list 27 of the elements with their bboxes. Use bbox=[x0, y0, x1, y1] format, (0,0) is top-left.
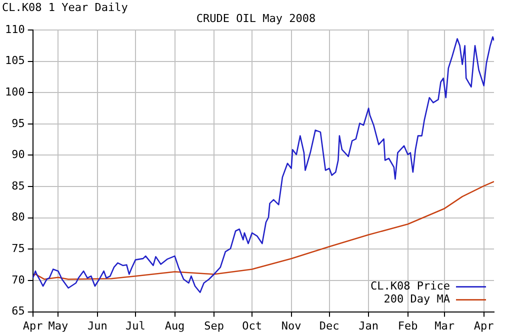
legend-label: CL.K08 Price bbox=[370, 280, 450, 293]
x-tick-label: Jan bbox=[358, 319, 379, 332]
x-tick-label: Mar bbox=[434, 319, 455, 332]
x-tick-label: Apr bbox=[22, 319, 44, 332]
x-tick-label: Sep bbox=[204, 319, 224, 332]
x-tick-label: Nov bbox=[281, 319, 302, 332]
y-tick-label: 75 bbox=[12, 242, 25, 256]
y-tick-label: 80 bbox=[12, 210, 25, 224]
chart-title: CRUDE OIL May 2008 bbox=[196, 12, 316, 25]
y-tick-label: 70 bbox=[12, 273, 25, 286]
y-tick-label: 100 bbox=[4, 85, 25, 98]
x-tick-label: Feb bbox=[398, 319, 418, 332]
x-tick-label: Jul bbox=[126, 319, 146, 332]
x-tick-label: Oct bbox=[242, 319, 262, 332]
y-tick-label: 95 bbox=[12, 116, 25, 130]
x-tick-label: Apr bbox=[474, 319, 494, 332]
x-tick-label: May bbox=[48, 319, 69, 332]
y-tick-label: 110 bbox=[4, 22, 25, 36]
y-tick-label: 65 bbox=[12, 304, 25, 318]
x-tick-label: Jun bbox=[88, 319, 108, 332]
y-tick-label: 105 bbox=[4, 54, 25, 68]
x-tick-label: Dec bbox=[319, 319, 340, 332]
x-tick-label: Aug bbox=[164, 319, 185, 332]
y-tick-label: 90 bbox=[12, 148, 25, 162]
legend-label: 200 Day MA bbox=[384, 292, 450, 306]
chart-subtitle: CL.K08 1 Year Daily bbox=[2, 1, 128, 14]
y-tick-label: 85 bbox=[12, 179, 25, 192]
